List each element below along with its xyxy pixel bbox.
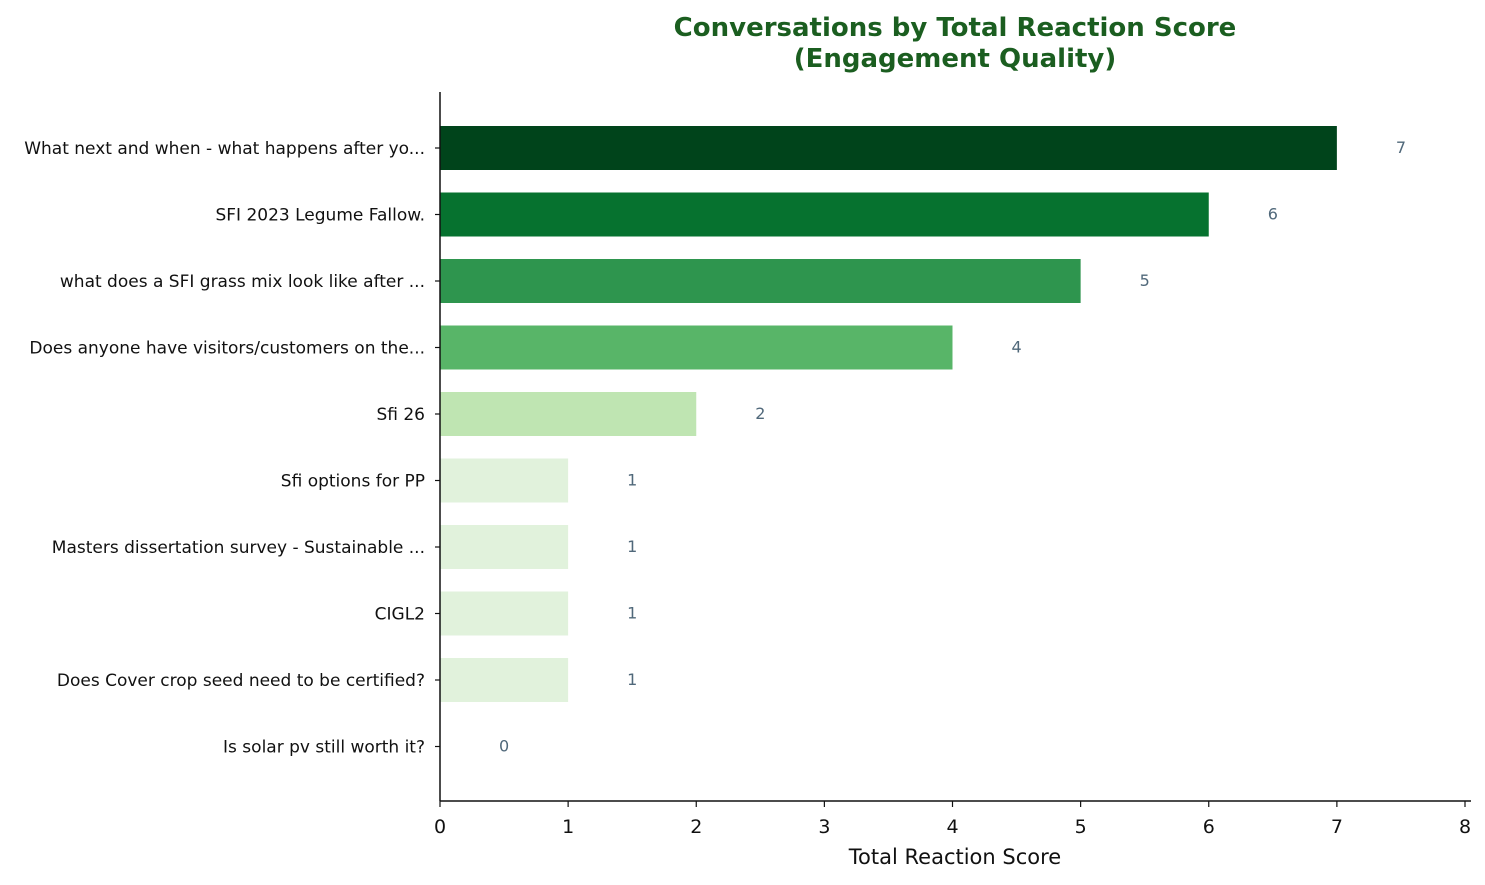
bar-9: [440, 658, 569, 702]
x-tick-label-1: 1: [562, 816, 574, 838]
value-label-7: 1: [627, 537, 637, 556]
bar-8: [440, 591, 569, 636]
category-label-9: Does Cover crop seed need to be certifie…: [57, 671, 425, 691]
value-label-8: 1: [627, 604, 637, 623]
x-tick-label-0: 0: [434, 816, 446, 838]
x-tick-label-5: 5: [1075, 816, 1087, 838]
value-label-5: 2: [755, 404, 765, 423]
bar-6: [440, 458, 569, 503]
bar-2: [440, 192, 1209, 237]
value-label-3: 5: [1140, 271, 1150, 290]
x-tick-label-3: 3: [818, 816, 830, 838]
bar-3: [440, 259, 1081, 303]
category-label-10: Is solar pv still worth it?: [223, 738, 425, 758]
value-label-4: 4: [1011, 338, 1021, 357]
chart-title-line-1: Conversations by Total Reaction Score: [674, 13, 1237, 43]
x-tick-label-4: 4: [946, 816, 958, 838]
value-label-6: 1: [627, 471, 637, 490]
x-tick-label-2: 2: [690, 816, 702, 838]
category-label-1: What next and when - what happens after …: [24, 139, 425, 159]
bar-5: [440, 392, 697, 436]
bar-7: [440, 525, 569, 569]
chart-title: Conversations by Total Reaction Score(En…: [674, 13, 1237, 74]
x-ticks: 0 1 2 3 4 5 6 7 8: [434, 801, 1471, 838]
value-labels: 7 6 5 4 2 1 1 1 1 0: [499, 138, 1406, 756]
category-label-2: SFI 2023 Legume Fallow.: [215, 206, 425, 226]
x-tick-label-7: 7: [1331, 816, 1343, 838]
category-label-7: Masters dissertation survey - Sustainabl…: [52, 538, 425, 558]
category-label-6: Sfi options for PP: [281, 472, 425, 492]
category-label-4: Does anyone have visitors/customers on t…: [29, 339, 425, 359]
bars: [440, 126, 1337, 702]
value-label-2: 6: [1268, 205, 1278, 224]
x-tick-label-8: 8: [1459, 816, 1471, 838]
category-label-3: what does a SFI grass mix look like afte…: [60, 272, 425, 292]
category-labels: What next and when - what happens after …: [24, 139, 440, 758]
category-label-8: CIGL2: [375, 605, 425, 625]
axes: [439, 92, 1471, 802]
value-label-9: 1: [627, 670, 637, 689]
value-label-1: 7: [1396, 138, 1406, 157]
x-axis-title: Total Reaction Score: [848, 845, 1061, 869]
bar-4: [440, 325, 953, 370]
bar-1: [440, 126, 1337, 170]
x-tick-label-6: 6: [1203, 816, 1215, 838]
value-label-10: 0: [499, 737, 509, 756]
chart-title-line-2: (Engagement Quality): [794, 44, 1117, 74]
category-label-5: Sfi 26: [376, 405, 425, 425]
